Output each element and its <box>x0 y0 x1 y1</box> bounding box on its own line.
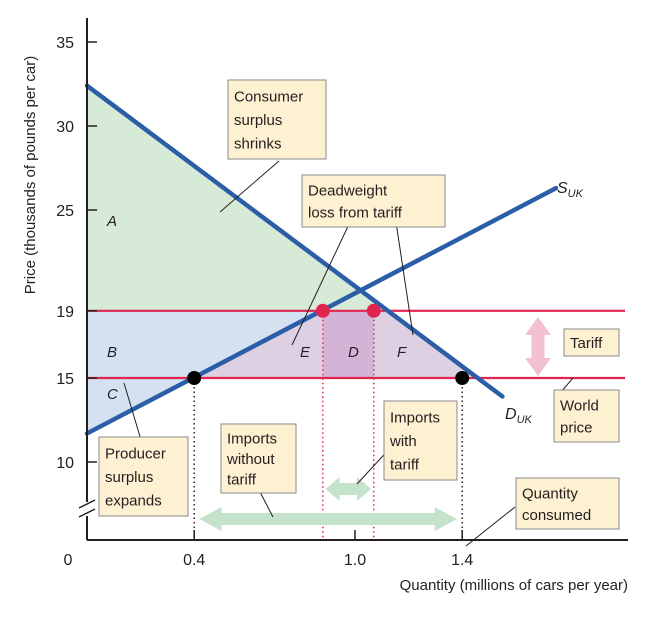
origin-label: 0 <box>64 552 73 569</box>
leader-deadweight <box>291 221 351 346</box>
series-label-sub: UK <box>568 188 584 200</box>
series-label-sub: UK <box>517 414 533 426</box>
d-uk-curve <box>84 83 505 399</box>
arrow-imports-without-tariff <box>199 507 457 531</box>
leader-imports_without <box>258 489 274 518</box>
x-tick-label: 1.4 <box>451 552 473 569</box>
box-world-line: price <box>560 420 593 437</box>
box-imports-with-line: with <box>389 433 417 450</box>
series-label-s-uk: SUK <box>557 180 584 200</box>
leader-lines <box>123 160 574 547</box>
box-producer-line: Producer <box>105 445 166 462</box>
y-tick-label: 19 <box>56 304 74 321</box>
leader-deadweight <box>395 221 414 336</box>
leader-producer <box>123 382 142 441</box>
y-tick-label: 35 <box>56 35 74 52</box>
box-consumer-line: surplus <box>234 112 282 129</box>
box-imports-with-line: tariff <box>390 457 420 474</box>
region-labels: A B C E D F <box>106 213 407 403</box>
y-tick-label: 25 <box>56 203 74 220</box>
box-world <box>553 389 620 443</box>
box-quantity-line: Quantity <box>522 485 578 502</box>
tariff-arrow <box>525 317 551 376</box>
x-tick-label: 1.0 <box>344 552 366 569</box>
y-tick-label: 10 <box>56 455 74 472</box>
equilibrium-points <box>187 303 470 385</box>
series-label-main: S <box>557 180 568 197</box>
point-3 <box>366 303 381 318</box>
series-label-d-uk: DUK <box>505 406 533 426</box>
box-quantity-line: consumed <box>522 507 591 524</box>
box-consumer <box>227 79 327 160</box>
box-deadweight-line: loss from tariff <box>308 205 403 222</box>
box-tariff-line: Tariff <box>570 335 603 352</box>
arrow-imports-with-tariff <box>325 477 372 501</box>
box-quantity <box>515 477 620 530</box>
box-producer-line: surplus <box>105 469 153 486</box>
region-label-a: A <box>106 213 117 230</box>
box-imports-without <box>220 423 297 494</box>
box-imports-with-line: Imports <box>390 409 440 426</box>
region-label-b: B <box>107 344 117 361</box>
x-tick-label: 0.4 <box>183 552 205 569</box>
leader-consumer <box>219 160 280 213</box>
box-producer <box>98 436 189 517</box>
box-deadweight-line: Deadweight <box>308 183 388 200</box>
quantity-arrows <box>199 317 551 531</box>
axis-break-mark <box>78 508 96 518</box>
box-imports-with <box>383 400 458 481</box>
axis-break-mark <box>78 499 96 509</box>
annotation-boxes: Consumer surplus shrinks Deadweight loss fro… <box>98 79 620 530</box>
leader-quantity <box>465 506 516 547</box>
series-label-main: D <box>505 406 517 423</box>
box-imports-without-line: Imports <box>227 431 277 448</box>
point-0 <box>187 371 202 385</box>
y-tick-label: 15 <box>56 371 74 388</box>
region-b <box>87 310 322 378</box>
price-lines <box>87 309 625 380</box>
box-tariff <box>563 328 620 357</box>
box-deadweight <box>301 174 446 228</box>
region-label-f: F <box>397 344 407 361</box>
box-consumer-line: Consumer <box>234 88 303 105</box>
region-d <box>322 310 374 378</box>
point-1 <box>455 371 470 385</box>
box-imports-without-line: tariff <box>227 471 257 488</box>
region-label-e: E <box>300 344 311 361</box>
box-world-line: World <box>560 398 599 415</box>
y-tick-label: 30 <box>56 119 74 136</box>
y-axis-title: Price (thousands of pounds per car) <box>22 56 39 294</box>
region-label-d: D <box>348 344 359 361</box>
x-axis-title: Quantity (millions of cars per year) <box>400 577 628 594</box>
axes <box>78 18 628 541</box>
box-imports-without-line: without <box>226 451 275 468</box>
box-producer-line: expands <box>105 493 162 510</box>
region-label-c: C <box>107 386 118 403</box>
box-consumer-line: shrinks <box>234 136 282 153</box>
guide-lines <box>193 310 463 540</box>
tick-labels: 10 15 19 25 30 35 0.4 1.0 1.4 <box>56 35 473 569</box>
point-2 <box>315 303 330 318</box>
